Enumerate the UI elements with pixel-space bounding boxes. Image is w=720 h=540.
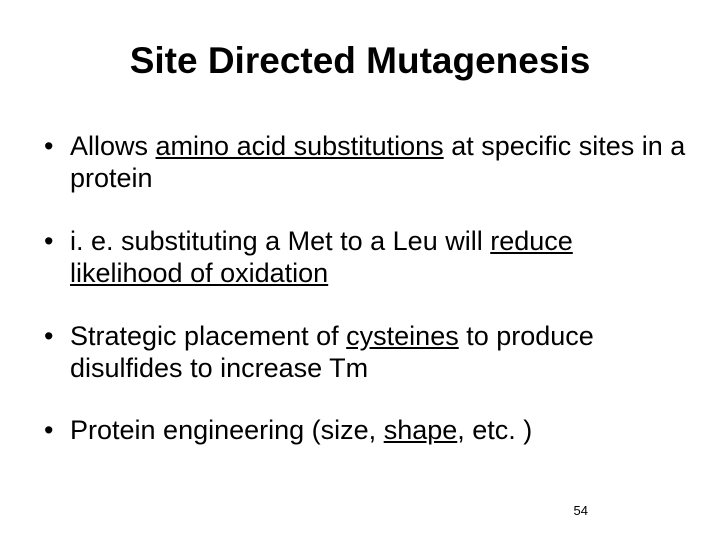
bullet-list: Allows amino acid substitutions at speci… (30, 130, 690, 447)
bullet-text-pre: Protein engineering (size, (70, 415, 384, 445)
bullet-text-underlined: amino acid substitutions (156, 131, 444, 161)
bullet-text-post: , etc. ) (457, 415, 532, 445)
bullet-text-pre: Allows (70, 131, 156, 161)
bullet-text-pre: Strategic placement of (70, 321, 346, 351)
bullet-item: i. e. substituting a Met to a Leu will r… (42, 225, 690, 290)
page-number: 54 (574, 503, 588, 518)
bullet-text-pre: i. e. substituting a Met to a Leu will (70, 226, 490, 256)
bullet-item: Protein engineering (size, shape, etc. ) (42, 414, 690, 446)
slide: Site Directed Mutagenesis Allows amino a… (0, 0, 720, 540)
bullet-text-underlined: shape (384, 415, 458, 445)
bullet-item: Strategic placement of cysteines to prod… (42, 320, 690, 385)
bullet-text-underlined: cysteines (346, 321, 459, 351)
bullet-item: Allows amino acid substitutions at speci… (42, 130, 690, 195)
slide-title: Site Directed Mutagenesis (30, 40, 690, 82)
